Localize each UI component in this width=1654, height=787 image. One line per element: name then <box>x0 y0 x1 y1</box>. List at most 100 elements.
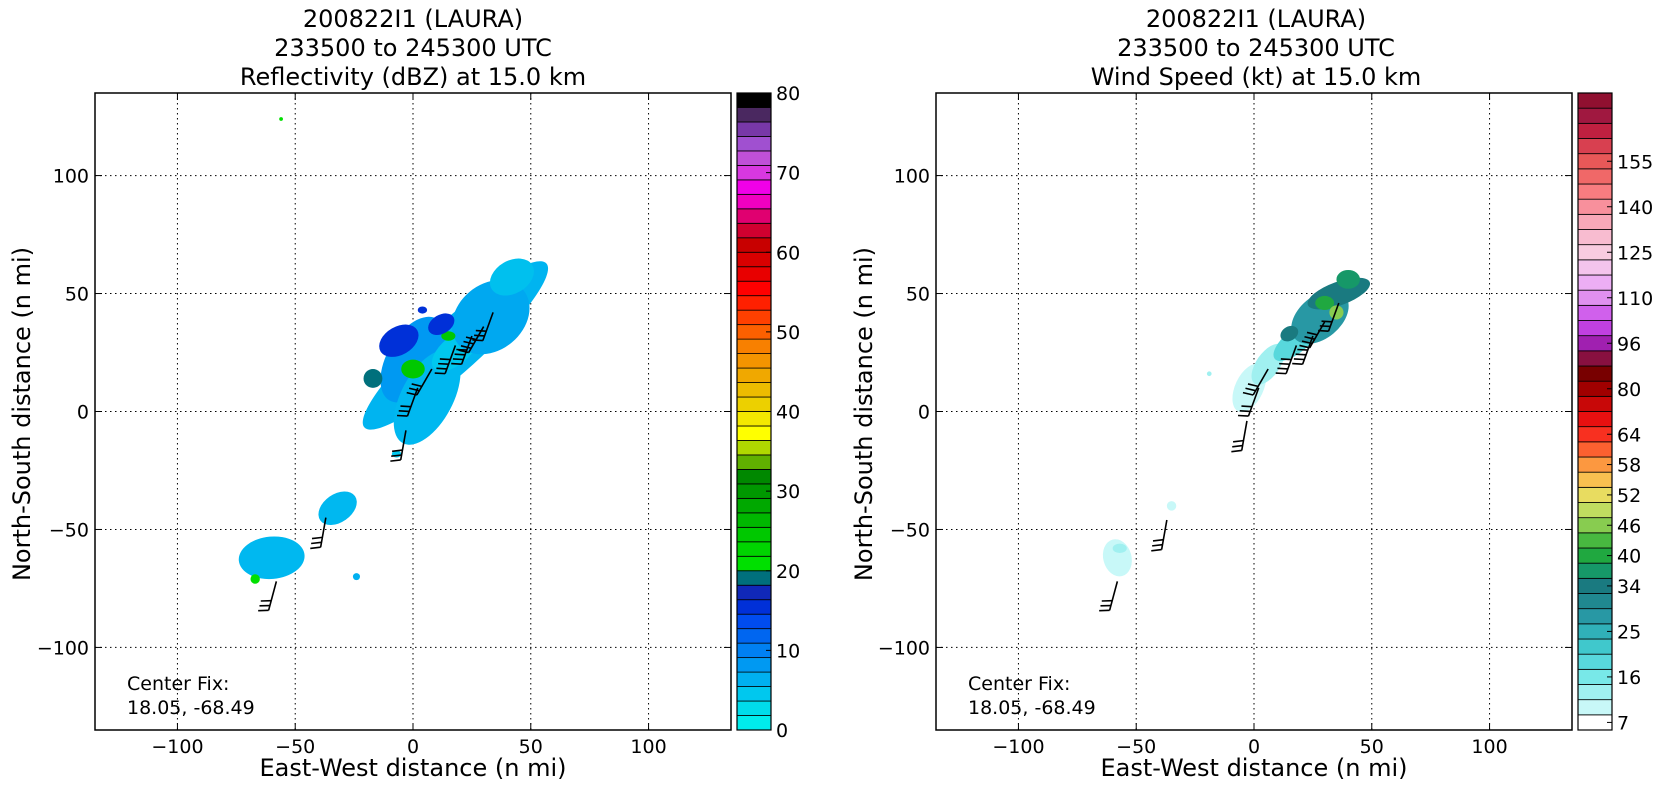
reflectivity-colorbar-bin-11 <box>736 555 772 572</box>
reflectivity-title-line1: 200822I1 (LAURA) <box>303 5 523 33</box>
reflectivity-colorbar-bin-2 <box>736 686 772 702</box>
reflectivity-xtick-label-2: 0 <box>407 736 419 758</box>
wind-wind-barb-8 <box>1099 581 1119 612</box>
reflectivity-echo-region-9 <box>428 313 455 336</box>
wind-x-axis-label: East-West distance (n mi) <box>1100 754 1407 782</box>
reflectivity-colorbar-bin-26 <box>736 338 772 354</box>
reflectivity-colorbar-label-7: 70 <box>776 163 800 185</box>
wind-colorbar-bin-13 <box>1577 517 1613 534</box>
wind-echo-region-6 <box>1315 295 1335 311</box>
wind-grid <box>936 93 1572 730</box>
reflectivity-colorbar-label-5: 50 <box>776 322 800 344</box>
reflectivity-colorbar-bin-40 <box>736 136 772 152</box>
wind-colorbar-frame <box>1577 92 1613 731</box>
reflectivity-colorbar-bin-38 <box>736 164 772 181</box>
reflectivity-colorbar-bin-39 <box>736 150 772 166</box>
wind-colorbar-label-10: 96 <box>1617 333 1641 355</box>
reflectivity-colorbar-bin-9 <box>736 584 772 601</box>
wind-colorbar-bin-6 <box>1577 623 1613 640</box>
wind-colorbar-bin-17 <box>1577 456 1613 473</box>
reflectivity-xtick-label-3: 50 <box>519 736 543 758</box>
wind-wind-barb-0 <box>1231 420 1248 453</box>
reflectivity-colorbar-bin-12 <box>736 541 772 557</box>
reflectivity-grid <box>95 93 731 730</box>
reflectivity-colorbar-bin-15 <box>736 497 772 514</box>
wind-colorbar-bin-28 <box>1577 289 1613 306</box>
reflectivity-colorbar-bin-30 <box>736 280 772 297</box>
reflectivity-colorbar-bin-23 <box>736 382 772 398</box>
reflectivity-wind-barb-2 <box>406 368 433 396</box>
reflectivity-colorbar-bin-29 <box>736 295 772 311</box>
reflectivity-echo-region-11 <box>318 491 357 526</box>
reflectivity-colorbar-bin-22 <box>736 396 772 412</box>
reflectivity-ytick-label-1: −50 <box>49 519 89 541</box>
reflectivity-echo-region-13 <box>250 574 260 584</box>
reflectivity-echo-region-8 <box>379 324 419 357</box>
wind-colorbar-bin-40 <box>1577 107 1613 124</box>
reflectivity-colorbar-bin-8 <box>736 599 772 615</box>
reflectivity-colorbar-bin-19 <box>736 440 772 456</box>
wind-wind-barb-7 <box>1151 519 1168 552</box>
wind-title-line3: Wind Speed (kt) at 15.0 km <box>1091 63 1422 91</box>
reflectivity-echo <box>238 117 549 584</box>
wind-wind-barb-2 <box>1242 368 1269 396</box>
reflectivity-echo-region-5 <box>489 258 534 296</box>
reflectivity-colorbar: 0 10 20 30 40 50 60 70 80 <box>736 83 800 742</box>
wind-center-fix-label: Center Fix: <box>968 673 1070 695</box>
wind-echo-region-8 <box>1280 325 1299 342</box>
wind-echo-region-9 <box>1206 371 1212 377</box>
wind-colorbar-label-9: 80 <box>1617 379 1641 401</box>
reflectivity-echo-region-7 <box>441 331 456 341</box>
reflectivity-colorbar-label-8: 80 <box>776 83 800 105</box>
wind-y-axis-label: North-South distance (n mi) <box>850 247 878 581</box>
reflectivity-title-line2: 233500 to 245300 UTC <box>274 34 552 62</box>
wind-colorbar-bin-7 <box>1577 608 1613 625</box>
reflectivity-colorbar-bin-21 <box>736 411 772 427</box>
wind-colorbar-bin-32 <box>1577 229 1613 246</box>
wind-colorbar-bin-8 <box>1577 593 1613 610</box>
reflectivity-colorbar-label-0: 0 <box>776 720 788 742</box>
reflectivity-xtick-label-0: −100 <box>151 736 203 758</box>
reflectivity-wind-barb-7 <box>310 517 327 550</box>
reflectivity-wind-barb-0 <box>390 430 407 462</box>
wind-colorbar-bin-29 <box>1577 274 1613 291</box>
reflectivity-colorbar-bin-36 <box>736 193 772 210</box>
reflectivity-xtick-label-1: −50 <box>275 736 315 758</box>
wind-title-line1: 200822I1 (LAURA) <box>1146 5 1366 33</box>
reflectivity-colorbar-bin-33 <box>736 237 772 253</box>
wind-title-line2: 233500 to 245300 UTC <box>1117 34 1395 62</box>
wind-ytick-label-3: 50 <box>906 284 930 306</box>
reflectivity-xtick-label-4: 100 <box>630 736 666 758</box>
wind-colorbar-bin-33 <box>1577 213 1613 230</box>
wind-colorbar-bin-27 <box>1577 304 1613 321</box>
reflectivity-wind-barb-3 <box>434 345 457 375</box>
reflectivity-colorbar-bin-34 <box>736 222 772 239</box>
wind-colorbar-bin-19 <box>1577 426 1613 443</box>
reflectivity-colorbar-bin-28 <box>736 309 772 326</box>
reflectivity-panel: 200822I1 (LAURA) 233500 to 245300 UTC Re… <box>8 5 800 782</box>
reflectivity-colorbar-bin-13 <box>736 526 772 543</box>
reflectivity-title-line3: Reflectivity (dBZ) at 15.0 km <box>240 63 586 91</box>
reflectivity-colorbar-bin-25 <box>736 353 772 369</box>
wind-colorbar-label-3: 34 <box>1617 576 1641 598</box>
reflectivity-colorbar-label-1: 10 <box>776 640 800 662</box>
reflectivity-colorbar-bin-0 <box>736 715 772 731</box>
wind-colorbar-label-0: 7 <box>1617 712 1629 734</box>
reflectivity-wind-barb-1 <box>396 387 419 417</box>
wind-colorbar-bin-14 <box>1577 502 1613 519</box>
wind-wind-barb-3 <box>1275 345 1298 375</box>
wind-wind-barb-1 <box>1237 387 1260 417</box>
reflectivity-y-axis-label: North-South distance (n mi) <box>8 247 36 581</box>
wind-colorbar-bin-2 <box>1577 684 1613 701</box>
wind-echo-region-11 <box>1102 539 1132 577</box>
wind-ytick-label-2: 0 <box>918 402 930 424</box>
reflectivity-colorbar-bin-18 <box>736 454 772 470</box>
wind-colorbar-bin-5 <box>1577 638 1613 655</box>
reflectivity-colorbar-bin-27 <box>736 324 772 340</box>
wind-colorbar: 7 16 25 34 40 46 52 58 64 80 96 110 125 140 155 <box>1577 92 1653 734</box>
wind-xtick-label-3: 50 <box>1360 736 1384 758</box>
wind-colorbar-bin-23 <box>1577 365 1613 382</box>
wind-xtick-label-4: 100 <box>1471 736 1507 758</box>
reflectivity-x-axis-label: East-West distance (n mi) <box>259 754 566 782</box>
